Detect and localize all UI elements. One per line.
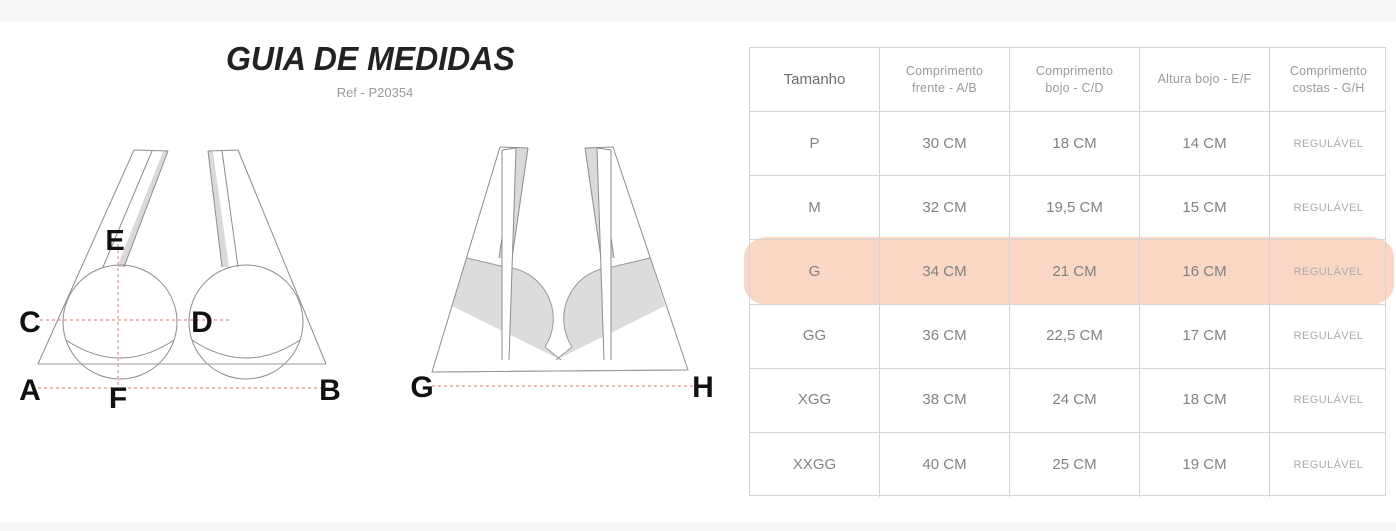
svg-text:F: F	[109, 382, 127, 415]
svg-text:A: A	[19, 374, 41, 407]
svg-text:H: H	[692, 371, 714, 404]
svg-text:D: D	[191, 306, 213, 339]
svg-text:C: C	[19, 306, 41, 339]
svg-text:G: G	[410, 371, 433, 404]
svg-text:E: E	[105, 225, 124, 257]
svg-text:B: B	[319, 374, 341, 407]
